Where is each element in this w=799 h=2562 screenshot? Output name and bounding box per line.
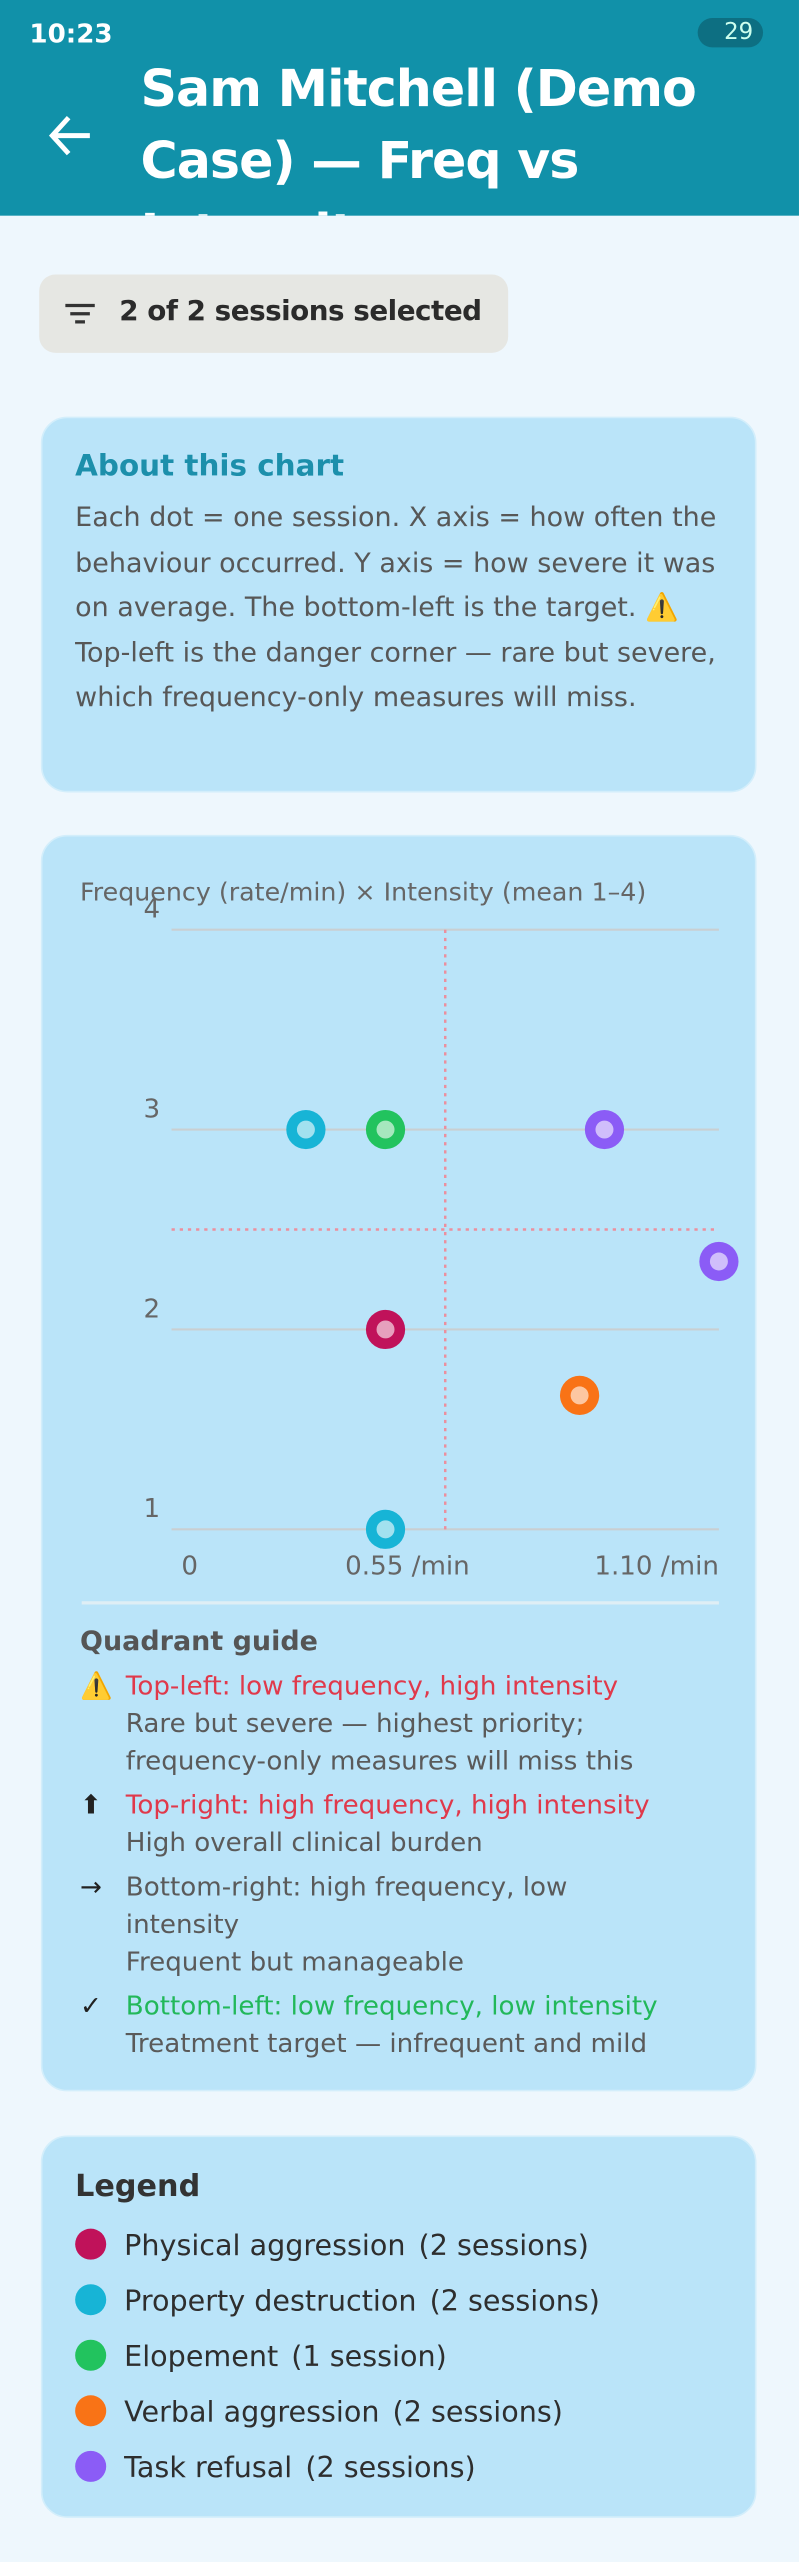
legend-swatch xyxy=(75,2284,107,2316)
scatter-chart: Frequency (rate/min) × Intensity (mean 1… xyxy=(80,877,739,1605)
guide-item-text: Rare but severe — highest priority; freq… xyxy=(125,1707,634,1777)
guide-item-text: Treatment target — infrequent and mild xyxy=(125,2027,648,2059)
guide-item-title: Bottom-right: high frequency, low intens… xyxy=(125,1870,568,1940)
legend-swatch xyxy=(75,2395,107,2427)
legend-count: (2 sessions) xyxy=(429,2285,600,2319)
x-tick-label: 0.55 /min xyxy=(345,1551,470,1581)
legend-item: Elopement (1 session) xyxy=(75,2338,447,2377)
point-center xyxy=(376,1320,395,1339)
legend-count: (1 session) xyxy=(291,2341,447,2375)
filter-icon xyxy=(65,303,95,324)
legend-item: Physical aggression (2 sessions) xyxy=(75,2227,589,2266)
legend-label: Property destruction xyxy=(124,2285,417,2319)
battery: 29 xyxy=(697,17,764,48)
legend-title: Legend xyxy=(75,2169,201,2205)
guide-item: ✓ Bottom-left: low frequency, low intensi… xyxy=(80,1987,734,2062)
guide-item-text: Frequent but manageable xyxy=(125,1945,465,1978)
y-tick-label: 4 xyxy=(143,895,160,925)
guide-item: ⚠️ Top-left: low frequency, high intensit… xyxy=(80,1667,734,1780)
legend-label: Elopement xyxy=(124,2341,279,2375)
legend-swatch xyxy=(75,2450,107,2482)
guide-item-text: High overall clinical burden xyxy=(125,1826,483,1858)
guide-title: Quadrant guide xyxy=(80,1625,318,1657)
point-center xyxy=(296,1120,315,1139)
filter-label: 2 of 2 sessions selected xyxy=(119,295,482,329)
legend-label: Verbal aggression xyxy=(124,2396,380,2430)
point-center xyxy=(595,1120,614,1139)
legend-swatch xyxy=(75,2228,107,2260)
legend-count: (2 sessions) xyxy=(418,2230,589,2263)
point-center xyxy=(376,1120,395,1139)
chart-title: Frequency (rate/min) × Intensity (mean 1… xyxy=(80,877,646,907)
legend-item: Verbal aggression (2 sessions) xyxy=(75,2394,563,2433)
guide-text: Bottom-right: high frequency, low intens… xyxy=(126,1868,682,1981)
about-card: About this chart Each dot = one session.… xyxy=(40,416,757,793)
x-tick-label: 0 xyxy=(181,1551,198,1581)
legend-item: Task refusal (2 sessions) xyxy=(75,2449,476,2488)
guide-text: Top-left: low frequency, high intensity R… xyxy=(126,1667,682,1780)
back-button[interactable] xyxy=(47,114,93,156)
x-tick-label: 1.10 /min xyxy=(594,1551,719,1581)
legend-card: Legend Physical aggression (2 sessions) Pr… xyxy=(40,2135,757,2518)
guide-text: Bottom-left: low frequency, low intensit… xyxy=(126,1987,682,2062)
chart-card: Frequency (rate/min) × Intensity (mean 1… xyxy=(40,834,757,2092)
about-title: About this chart xyxy=(75,449,345,484)
legend-label: Physical aggression xyxy=(124,2230,406,2263)
legend-label: Task refusal xyxy=(124,2452,293,2486)
guide-icon: → xyxy=(80,1870,102,1902)
guide-icon: ⚠️ xyxy=(80,1669,113,1701)
y-tick-label: 2 xyxy=(143,1294,160,1324)
legend-item: Property destruction (2 sessions) xyxy=(75,2283,600,2322)
page-title: Sam Mitchell (Demo Case) — Freq vs Inten… xyxy=(140,60,697,215)
point-center xyxy=(376,1520,395,1539)
about-text: Each dot = one session. X axis = how oft… xyxy=(75,501,717,713)
status-time: 10:23 xyxy=(29,17,113,50)
point-center xyxy=(570,1386,589,1405)
legend-count: (2 sessions) xyxy=(305,2452,476,2486)
quadrant-guide: Quadrant guide ⚠️ Top-left: low frequency… xyxy=(80,1626,734,2069)
guide-icon: ✓ xyxy=(80,1990,102,2022)
point-center xyxy=(709,1252,728,1271)
guide-item-title: Top-left: low frequency, high intensity xyxy=(125,1669,619,1701)
app-bar: 10:23 29 Sam Mitchell (Demo Case) — Freq… xyxy=(0,0,799,216)
legend-count: (2 sessions) xyxy=(392,2396,563,2430)
y-tick-label: 3 xyxy=(143,1094,160,1124)
guide-item-title: Bottom-left: low frequency, low intensit… xyxy=(125,1990,658,2022)
guide-icon: ⬆ xyxy=(80,1789,102,1821)
guide-text: Top-right: high frequency, high intensit… xyxy=(126,1786,682,1861)
guide-item-title: Top-right: high frequency, high intensit… xyxy=(125,1789,650,1821)
y-tick-label: 1 xyxy=(143,1494,160,1524)
guide-item: ⬆ Top-right: high frequency, high intensi… xyxy=(80,1786,734,1861)
legend-swatch xyxy=(75,2339,107,2371)
guide-item: → Bottom-right: high frequency, low inten… xyxy=(80,1868,734,1981)
session-filter[interactable]: 2 of 2 sessions selected xyxy=(39,274,509,353)
